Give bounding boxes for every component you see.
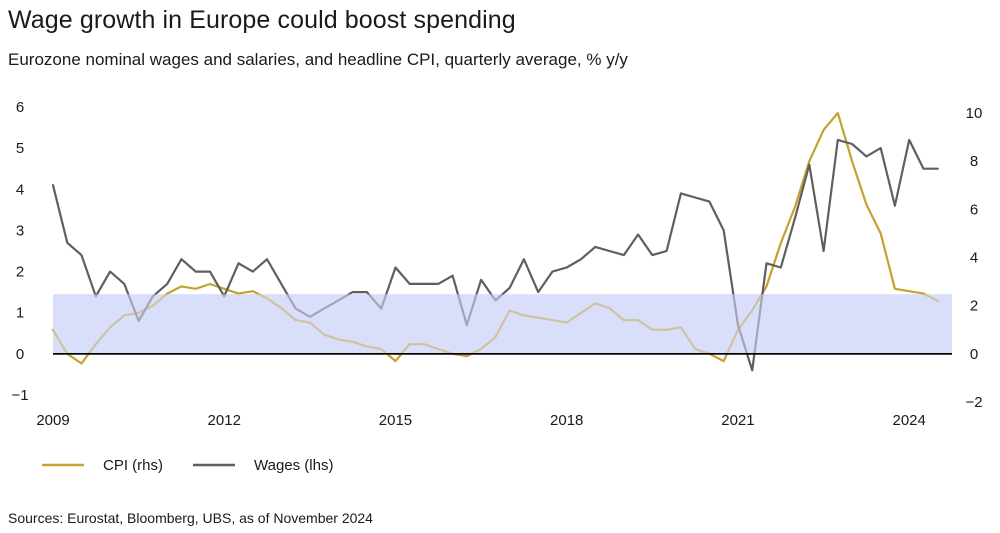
legend: CPI (rhs) Wages (lhs): [42, 457, 333, 474]
left-axis-tick-label: 6: [16, 99, 24, 116]
left-axis-tick-label: 1: [16, 305, 24, 322]
chart-subtitle: Eurozone nominal wages and salaries, and…: [8, 50, 628, 69]
left-axis-tick-label: 5: [16, 140, 24, 157]
x-axis-ticks: 2009 2012 2015 2018 2021 2024: [36, 412, 926, 429]
right-axis-tick-label: 0: [970, 346, 978, 363]
source-note: Sources: Eurostat, Bloomberg, UBS, as of…: [8, 510, 373, 526]
x-axis-tick-label: 2009: [36, 412, 69, 429]
left-axis-tick-label: 2: [16, 264, 24, 281]
right-axis-tick-label: 10: [966, 105, 983, 122]
series-layer: [51, 111, 952, 372]
left-axis-tick-label: −1: [11, 387, 28, 404]
x-axis-tick-label: 2018: [550, 412, 583, 429]
right-axis-tick-label: 6: [970, 201, 978, 218]
left-axis-ticks: 6 5 4 3 2 1 0 −1: [11, 99, 28, 404]
right-axis-ticks: 10 8 6 4 2 0 −2: [965, 105, 982, 411]
legend-label-cpi: CPI (rhs): [103, 457, 163, 474]
right-axis-tick-label: −2: [965, 394, 982, 411]
x-axis-tick-label: 2021: [721, 412, 754, 429]
right-axis-tick-label: 2: [970, 298, 978, 315]
left-axis-tick-label: 3: [16, 222, 24, 239]
legend-label-wages: Wages (lhs): [254, 457, 333, 474]
x-axis-tick-label: 2024: [893, 412, 926, 429]
right-axis-tick-label: 8: [970, 153, 978, 170]
right-axis-tick-label: 4: [970, 250, 978, 267]
x-axis-tick-label: 2012: [208, 412, 241, 429]
band-overlay: [53, 294, 952, 354]
left-axis-tick-label: 4: [16, 181, 24, 198]
left-axis-tick-label: 0: [16, 346, 24, 363]
chart-title: Wage growth in Europe could boost spendi…: [8, 6, 516, 34]
x-axis-tick-label: 2015: [379, 412, 412, 429]
